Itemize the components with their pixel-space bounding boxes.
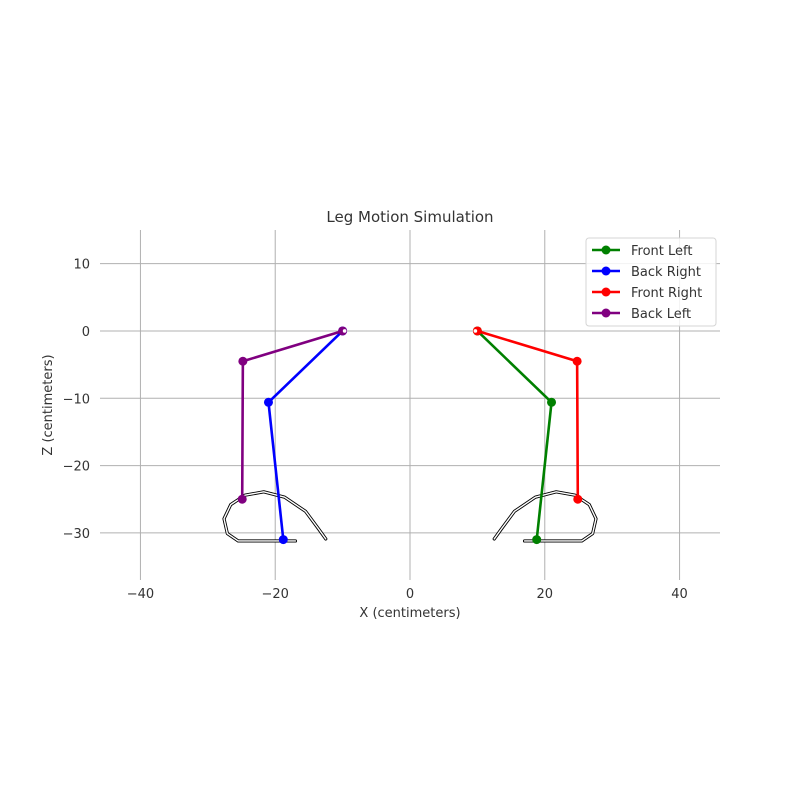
legend-label: Front Left: [631, 244, 692, 259]
x-tick-label: 40: [671, 587, 688, 602]
joint-point-back-right: [263, 397, 273, 407]
foot-trajectory-inner-right: [493, 491, 597, 542]
series-front-right: [472, 326, 583, 504]
legend-swatch-marker: [601, 266, 611, 276]
x-axis-label: X (centimeters): [359, 606, 460, 621]
tick-labels: −40 −20 0 20 40 10 0 −10 −20 −30: [63, 258, 688, 602]
legend-item-front-right: Front Right: [592, 286, 702, 301]
foot-trajectory-inner-left: [223, 491, 327, 542]
legend-item-back-left: Back Left: [592, 307, 691, 322]
legend: Front Left Back Right Front Right Back Left: [585, 237, 717, 327]
hip-marker: [473, 329, 478, 333]
x-tick-label: 20: [537, 587, 554, 602]
legend-item-back-right: Back Right: [592, 265, 701, 280]
chart-title: Leg Motion Simulation: [326, 208, 493, 226]
joint-point-front-right: [572, 356, 582, 366]
series-line-back-right: [267, 330, 344, 540]
y-tick-label: −10: [63, 392, 90, 407]
series-back-left: [237, 326, 348, 504]
legend-item-front-left: Front Left: [592, 244, 692, 259]
joint-point-back-right: [278, 535, 288, 545]
foot-trajectories: [222, 490, 598, 543]
legend-label: Front Right: [631, 286, 702, 301]
series-line-back-left: [240, 329, 343, 500]
x-tick-label: −20: [261, 587, 288, 602]
x-tick-label: −40: [127, 587, 154, 602]
joint-point-front-right: [472, 326, 482, 336]
y-tick-label: −20: [63, 460, 90, 475]
legend-swatch-marker: [601, 245, 611, 255]
y-tick-label: 10: [73, 258, 90, 273]
series-line-front-left: [476, 330, 553, 540]
x-tick-label: 0: [406, 587, 414, 602]
legend-label: Back Left: [631, 307, 691, 322]
series-layer: [237, 326, 583, 545]
joint-point-back-left: [238, 356, 248, 366]
series-line-front-right: [477, 329, 580, 500]
hip-marker: [342, 329, 347, 333]
legend-label: Back Right: [631, 265, 701, 280]
joint-point-front-right: [573, 494, 583, 504]
joint-point-back-left: [237, 494, 247, 504]
y-axis-label: Z (centimeters): [41, 354, 56, 455]
y-tick-label: −30: [63, 527, 90, 542]
y-tick-label: 0: [82, 325, 90, 340]
legend-box: [585, 237, 717, 327]
legend-swatch-marker: [601, 287, 611, 297]
joint-point-front-left: [532, 535, 542, 545]
legend-swatch-marker: [601, 308, 611, 318]
joint-point-back-left: [338, 326, 348, 336]
grid: [100, 230, 720, 580]
joint-point-front-left: [547, 397, 557, 407]
